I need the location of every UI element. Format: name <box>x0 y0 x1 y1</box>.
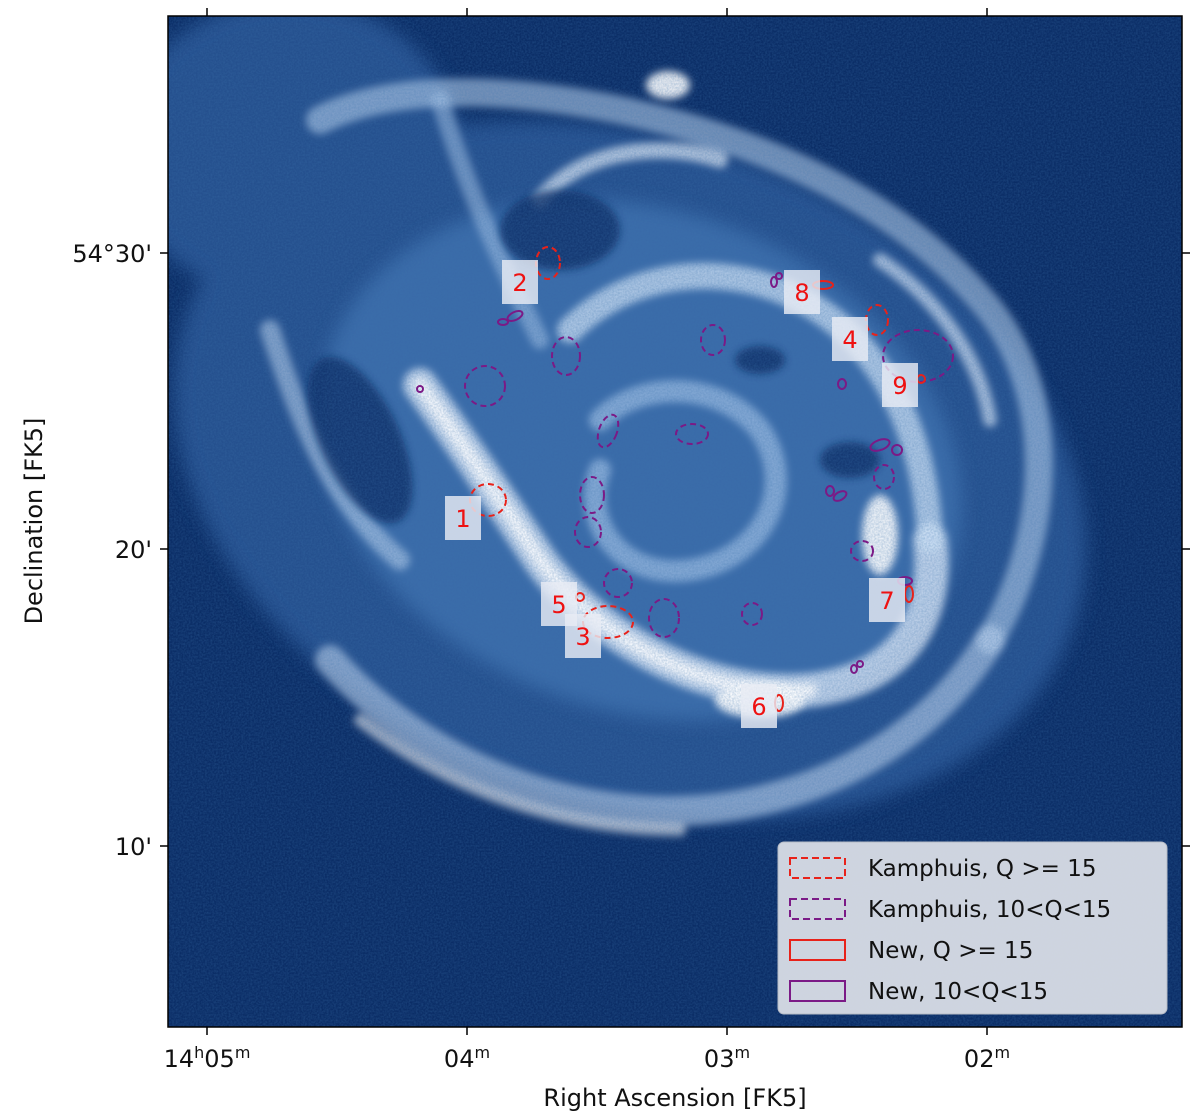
source-label-box <box>741 684 777 728</box>
kamphuis-region-ellipse <box>551 336 581 376</box>
y-tick-label-5430: 54°30' <box>72 240 152 268</box>
legend-swatch <box>789 898 846 920</box>
source-label-5: 5 <box>541 582 577 626</box>
kamphuis-region-ellipse <box>579 476 605 514</box>
legend-swatch <box>789 857 846 879</box>
y-tick-label-10: 10' <box>115 833 152 861</box>
source-label-box <box>445 496 481 540</box>
legend-label: New, 10<Q<15 <box>868 979 1048 1005</box>
legend: Kamphuis, Q >= 15 Kamphuis, 10<Q<15 New, Q… <box>777 841 1168 1015</box>
kamphuis-region-ellipse <box>596 413 620 449</box>
source-label-box <box>784 270 820 314</box>
x-tick-label-03: 03m <box>704 1043 750 1073</box>
source-label-text: 8 <box>794 279 809 307</box>
kamphuis-region-ellipse <box>675 423 709 445</box>
source-labels: 1 2 3 4 5 6 7 8 9 <box>445 260 918 728</box>
new-region-ellipse <box>832 490 848 502</box>
legend-swatch <box>789 980 846 1002</box>
kamphuis-region-ellipse <box>574 516 602 548</box>
source-label-box <box>869 578 905 622</box>
new-region-ellipse <box>869 438 891 452</box>
kamphuis-region-ellipse <box>700 324 726 356</box>
legend-swatch <box>789 939 846 961</box>
kamphuis-region-ellipse <box>464 365 506 407</box>
source-label-8: 8 <box>784 270 820 314</box>
tick-marks <box>160 8 1190 1035</box>
source-label-text: 1 <box>455 505 470 533</box>
new-region-ellipse <box>837 378 847 390</box>
x-tick-label-02: 02m <box>964 1043 1010 1073</box>
y-tick-label-20: 20' <box>115 536 152 564</box>
kamphuis-region-ellipse <box>648 598 680 638</box>
legend-label: New, Q >= 15 <box>868 938 1033 964</box>
new-region-ellipse <box>856 660 864 668</box>
source-label-9: 9 <box>882 363 918 407</box>
legend-entry: New, 10<Q<15 <box>789 979 1048 1005</box>
kamphuis-region-ellipse <box>850 540 874 562</box>
new-region-ellipse <box>775 272 783 280</box>
source-label-box <box>882 363 918 407</box>
new-region-ellipse <box>850 664 858 674</box>
source-label-text: 3 <box>575 623 590 651</box>
source-label-2: 2 <box>502 260 538 304</box>
source-label-text: 2 <box>512 269 527 297</box>
plot-frame <box>167 15 1183 1028</box>
legend-label: Kamphuis, Q >= 15 <box>868 856 1096 882</box>
new-region-ellipse <box>497 318 509 326</box>
source-label-7: 7 <box>869 578 905 622</box>
kamphuis-region-ellipse <box>882 329 954 383</box>
kamphuis-region-ellipse <box>603 568 633 598</box>
source-label-box <box>502 260 538 304</box>
new-region-ellipse <box>506 310 524 322</box>
source-label-text: 7 <box>879 587 894 615</box>
source-label-box <box>541 582 577 626</box>
new-region-ellipse <box>825 485 835 497</box>
kamphuis-region-ellipse <box>741 602 763 626</box>
new-region-ellipse <box>891 444 903 456</box>
legend-entry: New, Q >= 15 <box>789 938 1033 964</box>
new-region-ellipse <box>416 385 424 393</box>
y-axis-label: Declination [FK5] <box>20 418 48 625</box>
legend-label: Kamphuis, 10<Q<15 <box>868 897 1111 923</box>
source-label-text: 4 <box>842 326 857 354</box>
galaxy-image <box>168 16 1182 1027</box>
x-axis-label: Right Ascension [FK5] <box>543 1084 806 1112</box>
source-label-1: 1 <box>445 496 481 540</box>
source-label-text: 6 <box>751 693 766 721</box>
region-markers <box>416 246 954 712</box>
legend-entry: Kamphuis, Q >= 15 <box>789 856 1096 882</box>
source-label-text: 9 <box>892 372 907 400</box>
source-label-6: 6 <box>741 684 777 728</box>
source-label-text: 5 <box>551 591 566 619</box>
source-label-4: 4 <box>832 317 868 361</box>
new-region-ellipse <box>770 276 778 288</box>
x-tick-label-04: 04m <box>444 1043 490 1073</box>
legend-entry: Kamphuis, 10<Q<15 <box>789 897 1111 923</box>
kamphuis-region-ellipse <box>873 464 895 490</box>
source-label-box <box>832 317 868 361</box>
legend-box <box>777 841 1168 1015</box>
x-tick-label-1405: 14h05m <box>164 1043 251 1073</box>
